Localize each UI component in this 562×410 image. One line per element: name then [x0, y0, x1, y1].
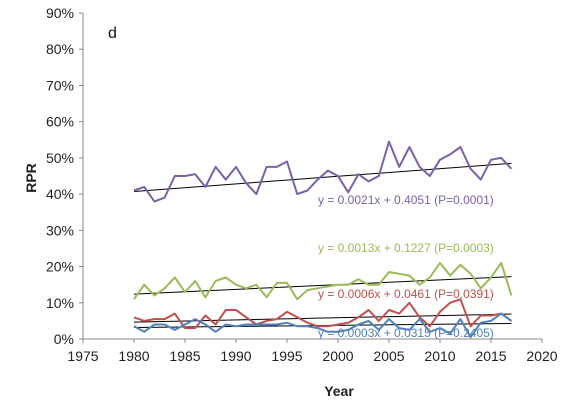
x-tick-label: 2010	[424, 348, 455, 364]
x-tick-labels: 1975 1980 1985 1990 1995 2000 2005 2010 2015 2020	[67, 348, 557, 364]
x-tick-label: 2015	[475, 348, 506, 364]
x-tick-label: 1990	[220, 348, 251, 364]
x-tick-label: 2020	[526, 348, 557, 364]
y-tick-label: 70%	[46, 77, 74, 93]
y-tick-label: 10%	[46, 295, 74, 311]
x-tick-label: 2000	[322, 348, 353, 364]
trend-equation-2: y = 0.0013x + 0.1227 (P=0.0003)	[318, 241, 494, 255]
x-tick-label: 2005	[373, 348, 404, 364]
x-tick-label: 1980	[118, 348, 149, 364]
series-line-1	[133, 140, 513, 203]
y-axis-title: RPR	[23, 163, 39, 193]
y-tick-label: 60%	[46, 114, 74, 130]
panel-label: d	[108, 25, 117, 42]
y-tick-label: 20%	[46, 259, 74, 275]
x-axis-title: Year	[324, 383, 354, 399]
series-line-2	[133, 261, 513, 301]
y-tick-label: 30%	[46, 222, 74, 238]
trend-line-2	[133, 276, 512, 295]
trend-equation-1: y = 0.0021x + 0.4051 (P=0.0001)	[318, 193, 494, 207]
x-tick-label: 1995	[271, 348, 302, 364]
y-tick-label: 90%	[46, 5, 74, 21]
trend-equation-3: y = 0.0006x + 0.0461 (P=0.0391)	[318, 287, 494, 301]
series-lines	[133, 140, 513, 339]
trend-equations: y = 0.0021x + 0.4051 (P=0.0001) y = 0.001…	[318, 193, 494, 340]
y-tick-label: 40%	[46, 186, 74, 202]
y-tick-label: 0%	[54, 331, 74, 347]
x-tick-label: 1975	[67, 348, 98, 364]
y-tick-labels: 0% 10% 20% 30% 40% 50% 60% 70% 80% 90%	[46, 5, 74, 347]
y-tick-label: 50%	[46, 150, 74, 166]
y-tick-label: 80%	[46, 41, 74, 57]
trend-equation-4: y = 0.0003x + 0.0315 (P=0.2405)	[318, 326, 494, 340]
trend-line-1	[133, 162, 512, 193]
series-line-3	[133, 298, 512, 330]
series-line-4	[133, 312, 512, 339]
x-tick-label: 1985	[169, 348, 200, 364]
axes	[79, 12, 543, 343]
